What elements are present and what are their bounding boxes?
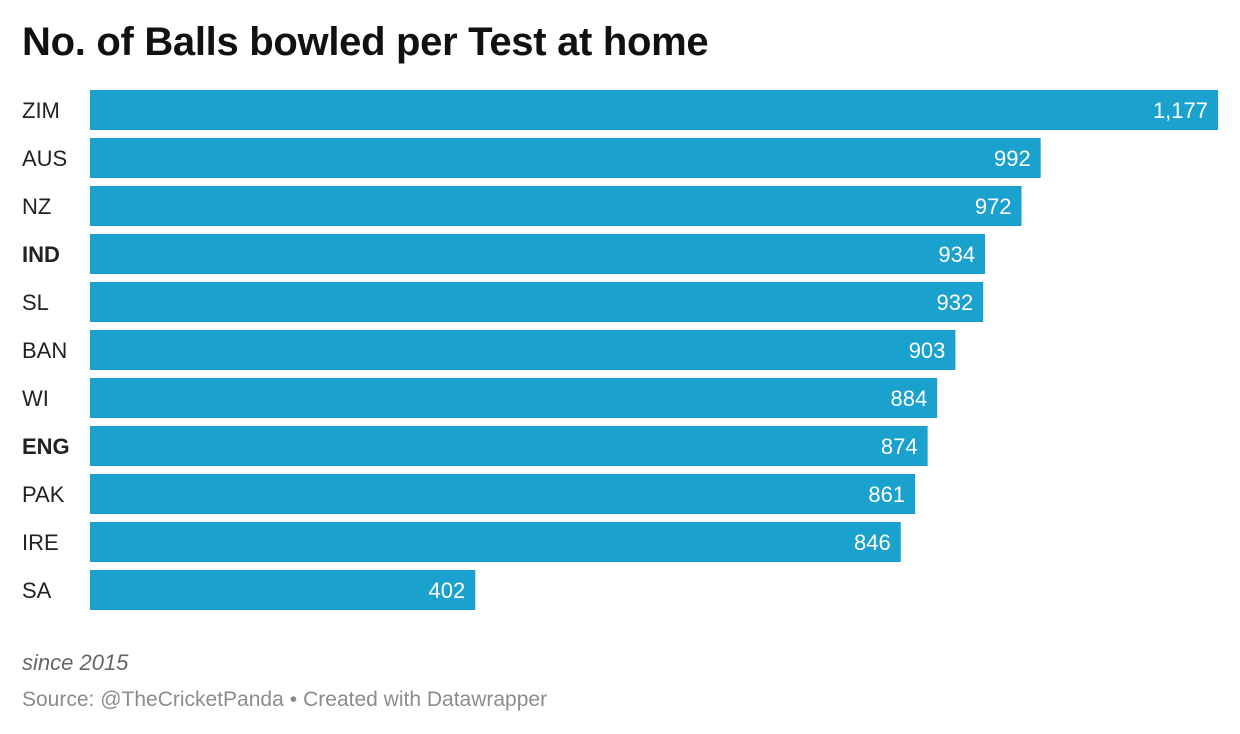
bar	[90, 138, 1041, 178]
bar	[90, 474, 916, 514]
chart-title: No. of Balls bowled per Test at home	[22, 20, 709, 64]
value-label: 934	[938, 242, 975, 267]
credit-text: Created with Datawrapper	[303, 688, 548, 711]
bar	[90, 330, 956, 370]
category-label: AUS	[22, 146, 67, 171]
value-label: 861	[868, 482, 905, 507]
footer-separator: •	[289, 688, 298, 711]
category-label: PAK	[22, 482, 65, 507]
value-label: 992	[994, 146, 1031, 171]
value-label: 932	[936, 290, 973, 315]
category-label: NZ	[22, 194, 51, 219]
bar	[90, 378, 938, 418]
bar	[90, 522, 901, 562]
bar	[90, 282, 984, 322]
category-label: IRE	[22, 530, 59, 555]
bar	[90, 234, 986, 274]
category-label: SA	[22, 578, 52, 603]
category-label: ZIM	[22, 98, 60, 123]
chart-note: since 2015	[22, 650, 129, 675]
category-label: ENG	[22, 434, 70, 459]
source-text: Source: @TheCricketPanda	[22, 688, 284, 711]
value-label: 1,177	[1153, 98, 1208, 123]
bar	[90, 570, 476, 610]
value-label: 972	[975, 194, 1012, 219]
value-label: 884	[890, 386, 927, 411]
value-label: 903	[909, 338, 946, 363]
category-label: BAN	[22, 338, 67, 363]
bar-chart: ZIM 1,177 AUS 992 NZ 972 IND 934 SL 932 BAN 903 WI 88…	[22, 90, 1218, 610]
category-label: SL	[22, 290, 49, 315]
category-label: IND	[22, 242, 60, 267]
chart-footer: Source: @TheCricketPanda • Created with Da…	[22, 688, 547, 712]
bar	[90, 90, 1218, 130]
bar	[90, 186, 1022, 226]
bar	[90, 426, 928, 466]
category-label: WI	[22, 386, 49, 411]
value-label: 402	[429, 578, 466, 603]
value-label: 874	[881, 434, 918, 459]
value-label: 846	[854, 530, 891, 555]
